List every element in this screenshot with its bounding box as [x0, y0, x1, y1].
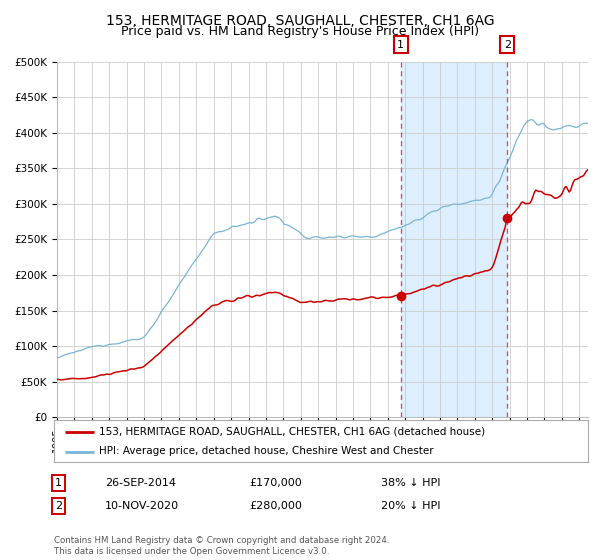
Text: 38% ↓ HPI: 38% ↓ HPI: [381, 478, 440, 488]
Text: 1: 1: [397, 40, 404, 50]
Text: £170,000: £170,000: [249, 478, 302, 488]
Text: 153, HERMITAGE ROAD, SAUGHALL, CHESTER, CH1 6AG: 153, HERMITAGE ROAD, SAUGHALL, CHESTER, …: [106, 14, 494, 28]
Text: 1: 1: [55, 478, 62, 488]
Text: 2: 2: [55, 501, 62, 511]
Text: 10-NOV-2020: 10-NOV-2020: [105, 501, 179, 511]
Text: 2: 2: [503, 40, 511, 50]
Text: Price paid vs. HM Land Registry's House Price Index (HPI): Price paid vs. HM Land Registry's House …: [121, 25, 479, 38]
Text: £280,000: £280,000: [249, 501, 302, 511]
Text: 153, HERMITAGE ROAD, SAUGHALL, CHESTER, CH1 6AG (detached house): 153, HERMITAGE ROAD, SAUGHALL, CHESTER, …: [100, 427, 485, 437]
Text: 20% ↓ HPI: 20% ↓ HPI: [381, 501, 440, 511]
Text: Contains HM Land Registry data © Crown copyright and database right 2024.
This d: Contains HM Land Registry data © Crown c…: [54, 536, 389, 556]
Bar: [401, 62, 507, 417]
Text: 26-SEP-2014: 26-SEP-2014: [105, 478, 176, 488]
Text: HPI: Average price, detached house, Cheshire West and Chester: HPI: Average price, detached house, Ches…: [100, 446, 434, 456]
